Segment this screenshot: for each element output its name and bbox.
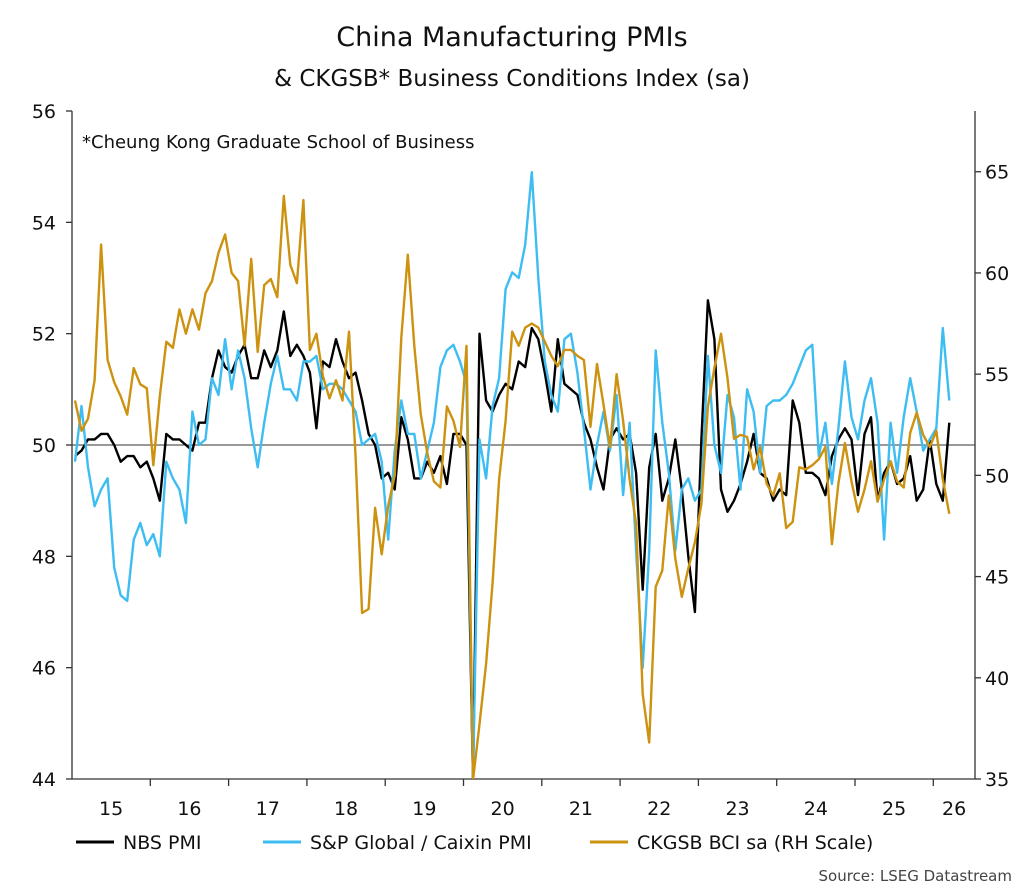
source-note: Source: LSEG Datastream [819, 867, 1012, 885]
x-tick-label: 18 [334, 798, 358, 820]
x-tick-label: 23 [725, 798, 749, 820]
x-tick-label: 15 [99, 798, 123, 820]
chart-annotation: *Cheung Kong Graduate School of Business [82, 132, 475, 153]
legend-label: CKGSB BCI sa (RH Scale) [637, 832, 873, 854]
legend-label: NBS PMI [123, 832, 201, 854]
right-tick-label: 55 [985, 364, 1009, 386]
right-tick-label: 40 [985, 668, 1009, 690]
series-line-ckgsb [73, 194, 951, 779]
right-tick-label: 35 [985, 769, 1009, 791]
legend-label: S&P Global / Caixin PMI [310, 832, 532, 854]
x-tick-label: 17 [256, 798, 280, 820]
series-lines [73, 170, 951, 779]
series-line-caixin [73, 170, 951, 779]
series-line-nbs [74, 299, 951, 779]
left-tick-label: 46 [32, 658, 56, 680]
left-tick-label: 56 [32, 101, 56, 123]
legend: NBS PMI S&P Global / Caixin PMI CKGSB BCI … [76, 832, 873, 854]
right-tick-label: 65 [985, 162, 1009, 184]
x-tick-label: 19 [412, 798, 436, 820]
x-tick-label: 25 [882, 798, 906, 820]
x-tick-label: 24 [804, 798, 828, 820]
left-tick-label: 44 [32, 769, 56, 791]
right-tick-label: 45 [985, 567, 1009, 589]
x-tick-label: 16 [177, 798, 201, 820]
left-tick-label: 48 [32, 546, 56, 568]
right-tick-label: 60 [985, 263, 1009, 285]
chart-title: China Manufacturing PMIs [336, 22, 687, 53]
right-tick-label: 50 [985, 465, 1009, 487]
axes: 44 46 48 50 52 54 56 35 40 45 50 55 60 65 15 16 17 18 19 20… [32, 101, 1009, 820]
x-tick-label: 21 [569, 798, 593, 820]
x-tick-label: 26 [942, 798, 966, 820]
x-tick-label: 22 [647, 798, 671, 820]
x-tick-label: 20 [491, 798, 515, 820]
left-tick-label: 54 [32, 212, 56, 234]
left-tick-label: 52 [32, 324, 56, 346]
chart-subtitle: & CKGSB* Business Conditions Index (sa) [274, 66, 750, 92]
left-tick-label: 50 [32, 435, 56, 457]
